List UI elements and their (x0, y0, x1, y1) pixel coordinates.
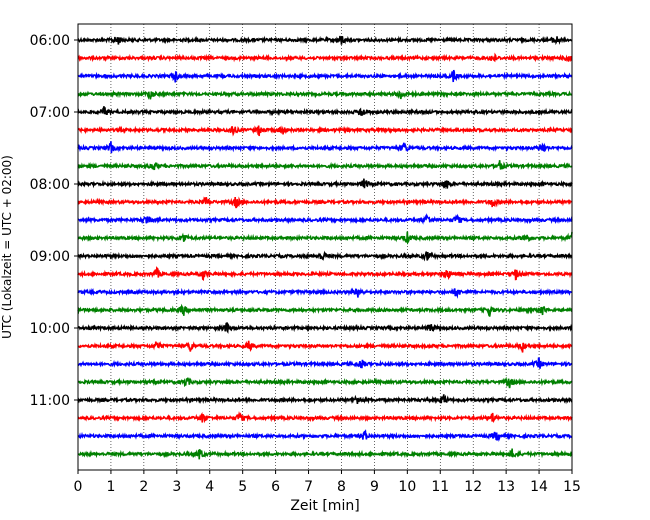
trace-0730 (77, 141, 573, 154)
x-tick-label: 7 (304, 479, 313, 495)
trace-1045 (77, 376, 573, 389)
trace-1015 (77, 340, 573, 353)
y-tick-label: 08:00 (30, 177, 70, 193)
trace-0915 (77, 266, 573, 281)
x-tick-label: 1 (106, 479, 115, 495)
trace-0615 (77, 52, 573, 63)
grid-layer (110, 24, 540, 470)
trace-1145 (77, 448, 573, 460)
x-axis-ticks: 0 1 2 3 4 5 6 7 8 9 10 11 12 13 14 15 (74, 470, 581, 495)
trace-0600 (77, 35, 573, 46)
trace-1030 (77, 357, 573, 369)
trace-1130 (77, 429, 573, 442)
x-tick-label: 8 (337, 479, 346, 495)
x-tick-label: 14 (530, 479, 548, 495)
y-tick-label: 06:00 (30, 33, 70, 49)
trace-0815 (77, 196, 573, 209)
x-tick-label: 11 (431, 479, 449, 495)
y-tick-label: 09:00 (30, 249, 70, 265)
trace-0930 (77, 287, 573, 299)
trace-0945 (77, 303, 573, 317)
y-tick-label: 07:00 (30, 105, 70, 121)
y-tick-label: 10:00 (30, 321, 70, 337)
trace-0845 (77, 231, 573, 245)
trace-0645 (77, 89, 573, 100)
x-axis-label: Zeit [min] (290, 498, 359, 514)
x-tick-label: 3 (172, 479, 181, 495)
trace-1100 (77, 394, 573, 405)
trace-1000 (77, 321, 573, 334)
x-tick-label: 12 (464, 479, 482, 495)
trace-0700 (77, 106, 573, 117)
x-tick-label: 2 (139, 479, 148, 495)
x-tick-label: 6 (271, 479, 280, 495)
trace-0745 (77, 160, 573, 171)
x-tick-label: 0 (74, 479, 83, 495)
x-tick-label: 15 (563, 479, 581, 495)
trace-0630 (77, 69, 573, 83)
trace-0715 (77, 125, 573, 137)
y-axis-ticks: 06:00 07:00 08:00 09:00 10:00 11:00 (30, 33, 78, 409)
y-tick-label: 11:00 (30, 393, 70, 409)
trace-0900 (77, 250, 573, 262)
x-tick-label: 10 (398, 479, 416, 495)
x-tick-label: 4 (205, 479, 214, 495)
x-tick-label: 13 (497, 479, 515, 495)
trace-1115 (77, 410, 573, 424)
x-tick-label: 5 (238, 479, 247, 495)
trace-0830 (77, 213, 573, 225)
plot-frame (77, 23, 573, 471)
y-axis-label: UTC (Lokalzeit = UTC + 02:00) (0, 155, 14, 339)
trace-layer (77, 35, 573, 460)
trace-0800 (77, 178, 573, 189)
x-tick-label: 9 (370, 479, 379, 495)
